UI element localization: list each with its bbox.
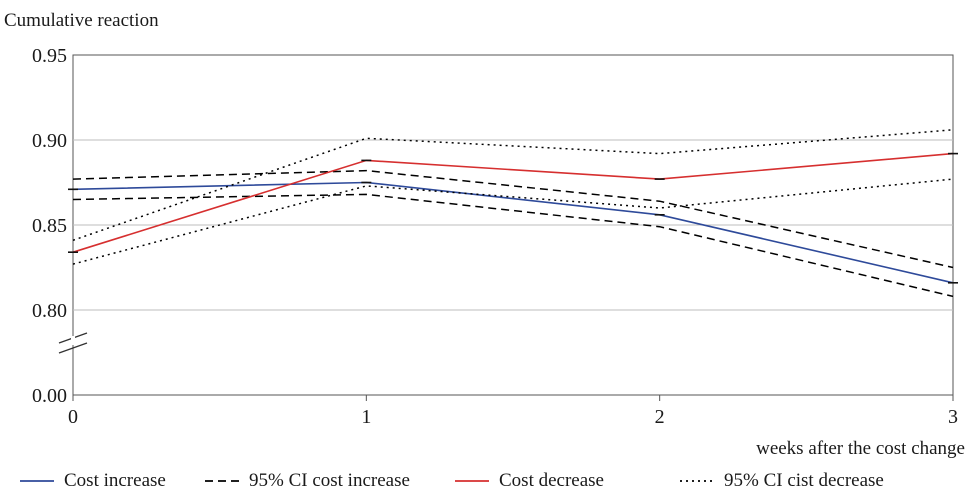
x-tick-label: 3: [948, 406, 958, 428]
y-tick-label: 0.90: [32, 130, 67, 152]
y-tick-label: 0.95: [32, 45, 67, 67]
legend-swatch: [455, 475, 489, 487]
series-line-0: [72, 181, 954, 284]
series-line-2: [72, 193, 954, 298]
y-tick-label: 0.00: [32, 385, 67, 407]
legend-item: Cost increase: [20, 470, 166, 492]
x-axis-title: weeks after the cost change: [756, 438, 965, 459]
y-tick-label: 0.80: [32, 300, 67, 322]
series-line-5: [72, 178, 954, 265]
x-tick-label: 2: [655, 406, 665, 428]
legend-label: 95% CI cost increase: [249, 470, 410, 491]
legend-label: Cost increase: [64, 470, 166, 491]
axis-break-mark: [58, 342, 88, 354]
y-tick-label: 0.85: [32, 215, 67, 237]
legend-item: Cost decrease: [455, 470, 604, 492]
legend-item: 95% CI cist decrease: [680, 470, 884, 492]
legend-swatch: [20, 475, 54, 487]
x-tick-label: 0: [68, 406, 78, 428]
series-line-3: [72, 152, 954, 253]
chart-legend: Cost increase 95% CI cost increase Cost de…: [0, 470, 973, 500]
line-chart: 0.95 0.90 0.85 0.80 0.000 1 2 3: [32, 45, 958, 428]
legend-swatch: [205, 475, 239, 487]
legend-label: 95% CI cist decrease: [724, 470, 884, 491]
y-axis-title: Cumulative reaction: [4, 10, 159, 31]
axis-break-gap: [71, 336, 75, 345]
legend-item: 95% CI cost increase: [205, 470, 410, 492]
legend-swatch: [680, 475, 714, 487]
legend-label: Cost decrease: [499, 470, 604, 491]
series-line-4: [72, 129, 954, 242]
x-tick-label: 1: [361, 406, 371, 428]
series-line-1: [72, 169, 954, 269]
